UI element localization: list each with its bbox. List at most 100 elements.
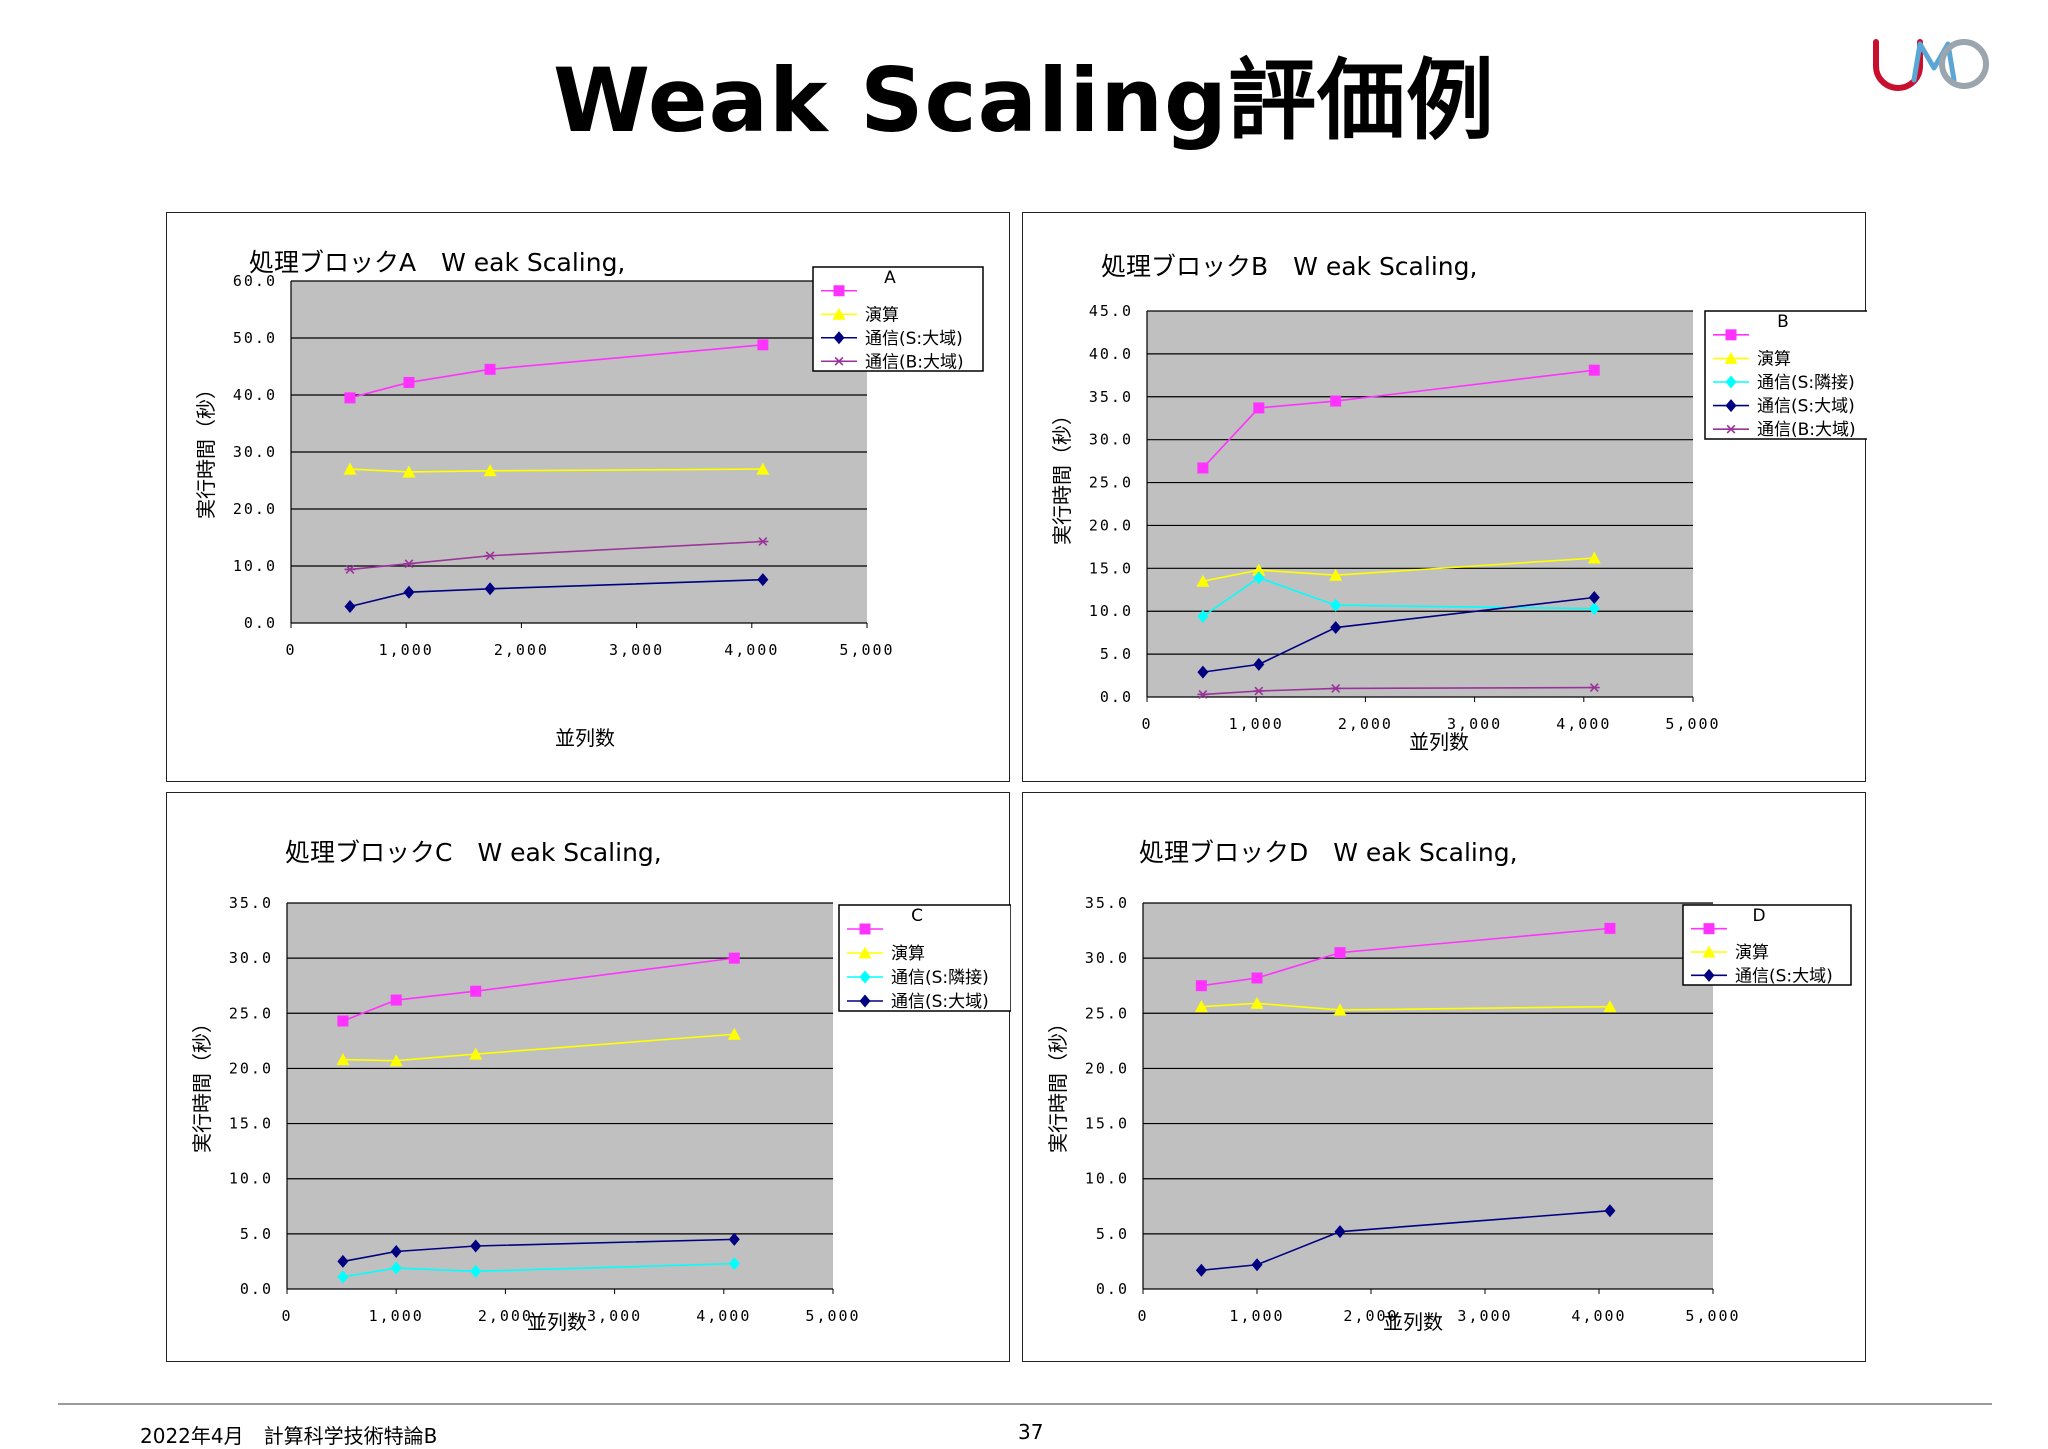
- data-point-series-1: [756, 462, 770, 475]
- data-point-series-0: [1251, 972, 1263, 984]
- series-line-3: [342, 1238, 735, 1263]
- data-point-series-2: [1588, 602, 1600, 616]
- legend-title: C: [911, 906, 923, 926]
- data-point-series-0: [484, 363, 496, 375]
- series-line-1: [1201, 1002, 1610, 1011]
- data-point-series-0: [757, 339, 769, 351]
- series-line-1: [1202, 557, 1595, 582]
- y-tick-label: 20.0: [233, 500, 277, 518]
- chart-b-svg: 処理ブロックB W eak Scaling, 0.0 5.0 10.0 15.0 20.0…: [1050, 252, 1867, 754]
- legend-title: A: [884, 268, 896, 288]
- plot-area: [1143, 903, 1713, 1289]
- data-point-series-1: [1196, 574, 1210, 587]
- legend-title: B: [1777, 312, 1789, 332]
- slide-title: Weak Scaling評価例: [552, 49, 1496, 152]
- legend-swatch-marker: [859, 994, 871, 1008]
- data-point-series-3-stroke: [404, 559, 414, 569]
- chart-a-svg: 処理ブロックA W eak Scaling, 0.0 10.0 20.0 30.0 40.…: [194, 248, 984, 750]
- legend-label: 通信(S:大域): [1757, 397, 1855, 417]
- data-point-series-1: [343, 462, 357, 475]
- series-line-2: [349, 578, 763, 608]
- data-point-series-0: [1197, 462, 1209, 474]
- data-point-series-1: [402, 465, 416, 478]
- data-point-series-0: [470, 985, 482, 997]
- y-tick-label: 20.0: [1085, 1059, 1129, 1077]
- y-tick-label: 10.0: [233, 557, 277, 575]
- series-line-0: [1201, 927, 1611, 987]
- data-point-series-4-stroke: [1589, 683, 1599, 692]
- data-point-series-2: [484, 582, 496, 596]
- logo-icon: [1868, 32, 1994, 94]
- data-point-series-2: [1251, 1258, 1263, 1272]
- data-point-series-3-stroke: [758, 537, 768, 546]
- data-point-series-0: [1588, 364, 1600, 376]
- legend-swatch-marker: [1725, 399, 1737, 413]
- x-tick-label: 1,000: [379, 641, 434, 659]
- legend-swatch-marker: [1724, 351, 1738, 364]
- data-point-series-3: [1253, 657, 1265, 671]
- y-axis-label: 実行時間（秒）: [1050, 405, 1074, 545]
- data-point-series-0: [728, 952, 740, 964]
- legend-swatch-marker-stroke: [834, 356, 844, 366]
- data-point-series-0: [337, 1015, 349, 1027]
- series-line-2: [1202, 576, 1595, 618]
- y-tick-label: 40.0: [233, 386, 277, 404]
- chart-title: 処理ブロックB W eak Scaling,: [1101, 252, 1477, 281]
- data-point-series-3: [470, 1239, 482, 1253]
- legend-swatch-marker: [859, 970, 871, 984]
- y-tick-label: 35.0: [1089, 388, 1133, 406]
- plot-area: [1147, 311, 1693, 697]
- data-point-series-3: [337, 1254, 349, 1268]
- x-tick-label: 4,000: [724, 641, 779, 659]
- data-point-series-3: [403, 559, 415, 569]
- data-point-series-3-stroke: [345, 565, 355, 574]
- legend-swatch-marker: [833, 356, 845, 366]
- y-tick-label: 25.0: [229, 1004, 273, 1022]
- y-tick-label: 50.0: [233, 329, 277, 347]
- data-point-series-2: [757, 573, 769, 587]
- y-tick-label: 5.0: [240, 1225, 273, 1243]
- y-tick-label: 35.0: [229, 894, 273, 912]
- y-tick-label: 25.0: [1085, 1004, 1129, 1022]
- x-tick-label: 2,000: [1343, 1307, 1398, 1325]
- data-point-series-3: [757, 537, 769, 546]
- data-point-series-3: [390, 1245, 402, 1259]
- legend-label: 通信(S:大域): [865, 329, 963, 349]
- page-number: 37: [1018, 1420, 1044, 1444]
- x-tick-label: 1,000: [1229, 715, 1284, 733]
- chart-panel-c: 処理ブロックC W eak Scaling, 0.0 5.0 10.0 15.0 20.0…: [166, 792, 1011, 1362]
- series-line-2: [342, 1262, 735, 1278]
- data-point-series-1: [469, 1047, 483, 1060]
- series-line-0: [342, 957, 735, 1022]
- legend-swatch-marker: [1725, 329, 1737, 341]
- y-tick-label: 0.0: [240, 1280, 273, 1298]
- y-tick-label: 0.0: [244, 614, 277, 632]
- data-point-series-1: [1194, 1000, 1208, 1013]
- data-point-series-0: [1195, 980, 1207, 992]
- x-tick-label: 0: [1141, 715, 1152, 733]
- y-tick-label: 5.0: [1096, 1225, 1129, 1243]
- x-tick-label: 3,000: [609, 641, 664, 659]
- y-tick-label: 30.0: [229, 949, 273, 967]
- data-point-series-1: [483, 464, 497, 477]
- data-point-series-2: [1197, 609, 1209, 623]
- data-point-series-0: [390, 994, 402, 1006]
- series-line-4: [1202, 686, 1595, 696]
- legend-label: 通信(S:大域): [1735, 966, 1833, 986]
- series-line-2: [1201, 1209, 1611, 1272]
- y-tick-label: 45.0: [1089, 302, 1133, 320]
- x-axis-label: 並列数: [1383, 1310, 1443, 1334]
- data-point-series-1: [1333, 1003, 1347, 1016]
- legend-swatch-marker: [1703, 968, 1715, 982]
- x-axis-label: 並列数: [527, 1310, 587, 1334]
- legend-label: 演算: [1735, 943, 1769, 963]
- series-line-0: [1202, 369, 1595, 469]
- y-tick-label: 15.0: [229, 1115, 273, 1133]
- footer-date-course: 2022年4月 計算科学技術特論B: [140, 1424, 438, 1448]
- data-point-series-1: [389, 1054, 403, 1067]
- data-point-series-2: [1330, 598, 1342, 612]
- series-line-1: [342, 1033, 735, 1062]
- chart-panel-d: 処理ブロックD W eak Scaling, 0.0 5.0 10.0 15.0 20.0…: [1022, 792, 1866, 1362]
- data-point-series-2: [390, 1261, 402, 1275]
- y-tick-label: 10.0: [1089, 602, 1133, 620]
